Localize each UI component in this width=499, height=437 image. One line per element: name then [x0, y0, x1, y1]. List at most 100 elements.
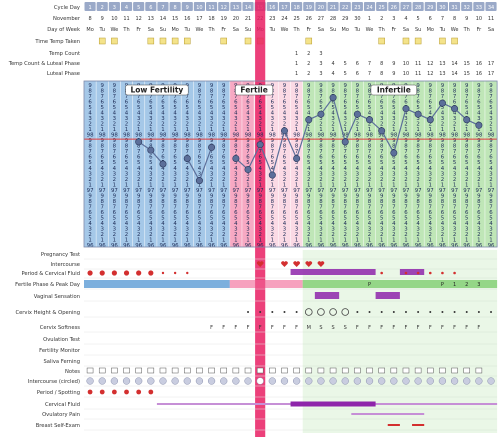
temp-scale-digit: 5	[319, 160, 322, 166]
temp-scale-digit: 7	[380, 94, 383, 100]
temp-scale-digit: 8	[356, 199, 360, 205]
temp-scale-digit: 3	[392, 171, 395, 177]
temp-scale-digit: 1	[453, 182, 456, 188]
day-circle	[232, 377, 240, 385]
temp-scale-digit: 2	[441, 232, 444, 238]
temp-scale-digit: 96	[427, 243, 434, 249]
date-label: 23	[269, 16, 275, 22]
temp-scale-digit: 5	[173, 105, 176, 111]
temp-scale-digit: 7	[161, 204, 164, 210]
temp-scale-digit: 5	[392, 105, 395, 111]
temp-scale-digit: 7	[392, 94, 395, 100]
date-label: 29	[342, 16, 348, 22]
temp-scale-digit: 2	[392, 122, 395, 128]
cervix-softness-value: F	[441, 325, 444, 331]
temp-scale-digit: 5	[429, 105, 432, 111]
time-temp-icon	[220, 37, 227, 45]
row-label-cycle_day: Cycle Day	[54, 5, 80, 11]
temp-scale-digit: 2	[88, 232, 91, 238]
cycle-day-label: 24	[366, 5, 372, 11]
temp-scale-digit: 1	[125, 182, 128, 188]
temp-scale-digit: 7	[88, 204, 91, 210]
temp-point	[183, 154, 191, 162]
temp-point	[475, 121, 483, 129]
temp-scale-digit: 6	[271, 155, 275, 161]
temp-scale-digit: 5	[404, 215, 407, 221]
temp-scale-digit: 2	[161, 177, 164, 183]
temp-scale-digit: 3	[234, 171, 237, 177]
temp-scale-digit: 8	[380, 199, 384, 205]
temp-scale-digit: 3	[113, 226, 116, 232]
temp-scale-digit: 3	[258, 226, 261, 232]
temp-scale-digit: 2	[246, 177, 249, 183]
temp-scale-digit: 1	[283, 237, 286, 243]
temp-scale-digit: 4	[477, 111, 481, 117]
note-icon	[135, 367, 142, 374]
temp-scale-digit: 8	[319, 144, 323, 150]
temp-scale-digit: 5	[258, 105, 261, 111]
time-temp-icon	[402, 37, 410, 45]
temp-scale-digit: 8	[416, 144, 420, 150]
temp-scale-digit: 4	[307, 221, 311, 227]
temp-scale-digit: 96	[463, 243, 470, 249]
temp-scale-digit: 9	[307, 83, 311, 89]
temp-scale-digit: 5	[453, 160, 456, 166]
temp-scale-digit: 4	[307, 111, 311, 117]
date-label: 9	[101, 16, 104, 22]
temp-scale-digit: 3	[465, 226, 468, 232]
temp-scale-digit: 9	[356, 193, 360, 199]
temp-scale-digit: 96	[184, 243, 191, 249]
temp-scale-digit: 4	[222, 166, 226, 172]
temp-scale-digit: 2	[368, 177, 371, 183]
temp-scale-digit: 7	[356, 204, 359, 210]
temp-scale-digit: 98	[123, 133, 130, 139]
temp-scale-digit: 8	[429, 199, 433, 205]
temp-scale-digit: 2	[198, 122, 201, 128]
cycle-day-cell	[436, 2, 448, 11]
date-label: 21	[245, 16, 251, 22]
temp-scale-digit: 2	[186, 177, 189, 183]
cycle-day-label: 27	[403, 5, 409, 11]
luteal-count-value: 8	[380, 61, 383, 67]
temp-scale-digit: 6	[222, 155, 226, 161]
temp-scale-digit: 3	[88, 116, 91, 122]
temp-scale-digit: 6	[137, 155, 141, 161]
temp-scale-digit: 9	[198, 83, 202, 89]
temp-scale-digit: 7	[344, 94, 347, 100]
temp-scale-digit: 5	[344, 215, 347, 221]
temp-scale-digit: 3	[246, 226, 249, 232]
cycle-day-cell	[485, 2, 497, 11]
ovulatory-pain-line	[351, 413, 425, 415]
temp-point	[402, 105, 410, 113]
temp-scale-digit: 97	[196, 188, 203, 194]
temp-scale-digit: 7	[246, 94, 249, 100]
temp-point	[147, 146, 155, 154]
cycle-day-cell	[351, 2, 363, 11]
temp-scale-digit: 6	[331, 210, 335, 216]
temp-scale-digit: 7	[271, 94, 274, 100]
temp-scale-digit: 3	[149, 226, 152, 232]
weekday-label: We	[366, 27, 374, 33]
temp-scale-digit: 5	[137, 160, 140, 166]
temp-scale-digit: 2	[453, 177, 456, 183]
cycle-day-cell	[315, 2, 327, 11]
temp-scale-digit: 7	[258, 94, 261, 100]
temp-scale-digit: 8	[465, 199, 469, 205]
day-circle	[98, 377, 106, 385]
temp-scale-digit: 7	[319, 204, 322, 210]
temp-scale-digit: 1	[368, 237, 371, 243]
temp-scale-digit: 1	[356, 127, 359, 133]
temp-scale-digit: 9	[344, 83, 348, 89]
note-icon	[402, 367, 410, 374]
temp-point	[305, 116, 313, 124]
temp-scale-digit: 97	[111, 188, 118, 194]
temp-scale-digit: 1	[234, 127, 237, 133]
temp-scale-digit: 6	[380, 100, 384, 106]
temp-scale-digit: 97	[160, 188, 167, 194]
temp-scale-digit: 1	[161, 182, 164, 188]
intercourse-heart	[305, 261, 313, 267]
temp-scale-digit: 9	[186, 138, 190, 144]
temp-scale-digit: 1	[453, 127, 456, 133]
temp-scale-digit: 3	[489, 226, 492, 232]
temp-scale-digit: 4	[441, 166, 445, 172]
